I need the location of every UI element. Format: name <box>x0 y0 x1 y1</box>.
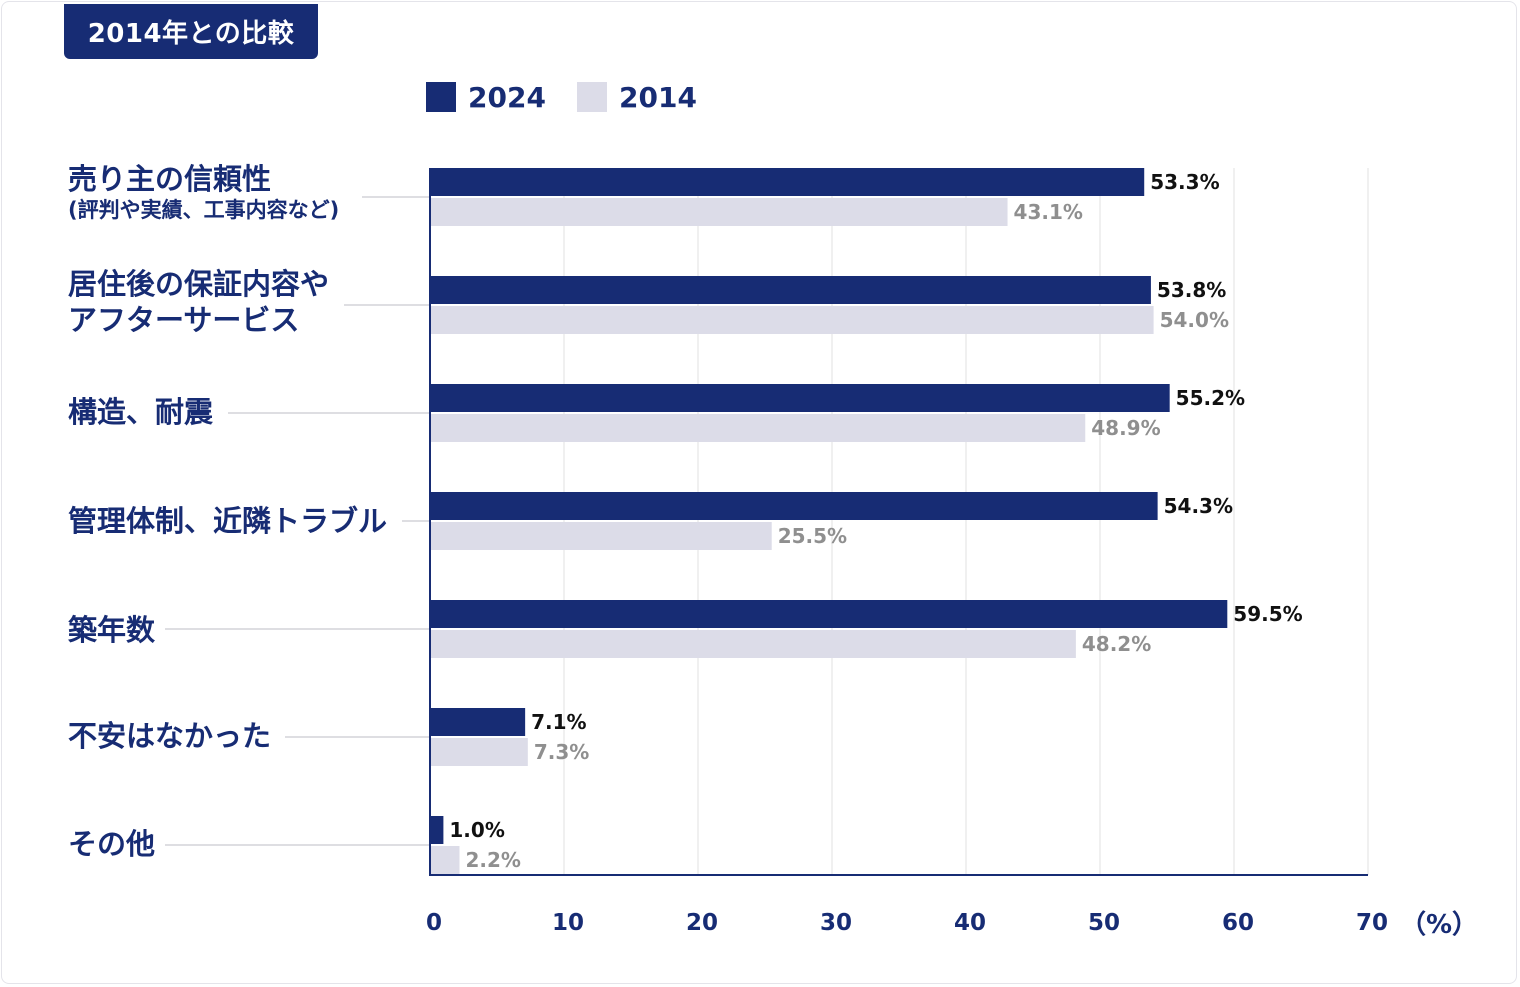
x-tick-label-70: 70 <box>1356 910 1388 936</box>
x-tick-label-50: 50 <box>1088 910 1120 936</box>
category-label-1: 居住後の保証内容や アフターサービス <box>68 267 330 337</box>
bar-2014-4 <box>430 630 1076 658</box>
value-label-2014-4: 48.2% <box>1082 632 1151 656</box>
x-tick-label-20: 20 <box>686 910 718 936</box>
bar-2014-1 <box>430 306 1154 334</box>
chart-title-badge: 2014年との比較 <box>64 4 318 59</box>
legend-label-2014: 2014 <box>619 80 697 114</box>
x-tick-label-40: 40 <box>954 910 986 936</box>
value-label-2024-5: 7.1% <box>531 710 586 734</box>
x-tick-label-0: 0 <box>426 910 442 936</box>
x-tick-label-60: 60 <box>1222 910 1254 936</box>
value-label-2024-2: 55.2% <box>1176 386 1245 410</box>
legend-label-2024: 2024 <box>468 80 546 114</box>
category-label-0: 売り主の信頼性 (評判や実績、工事内容など) <box>68 161 339 223</box>
bar-2014-3 <box>430 522 772 550</box>
legend-item-2024: 2024 <box>426 80 546 114</box>
category-sub-0: (評判や実績、工事内容など) <box>68 198 340 222</box>
bar-2014-6 <box>430 846 460 874</box>
value-label-2014-5: 7.3% <box>534 740 589 764</box>
x-tick-label-30: 30 <box>820 910 852 936</box>
bar-2024-6 <box>430 816 444 844</box>
value-label-2024-4: 59.5% <box>1233 602 1302 626</box>
value-label-2014-6: 2.2% <box>465 848 520 872</box>
value-label-2014-1: 54.0% <box>1160 308 1229 332</box>
bar-2014-2 <box>430 414 1086 442</box>
legend-swatch-2014 <box>577 82 607 112</box>
legend-swatch-2024 <box>426 82 456 112</box>
value-label-2024-6: 1.0% <box>449 818 504 842</box>
bar-2024-2 <box>430 384 1170 412</box>
category-main-0: 売り主の信頼性 <box>68 162 272 196</box>
bar-2024-1 <box>430 276 1151 304</box>
bar-2024-3 <box>430 492 1158 520</box>
value-label-2014-0: 43.1% <box>1014 200 1083 224</box>
value-label-2024-1: 53.8% <box>1157 278 1226 302</box>
bar-2024-4 <box>430 600 1228 628</box>
value-label-2024-3: 54.3% <box>1164 494 1233 518</box>
bar-2024-5 <box>430 708 526 736</box>
category-label-2: 構造、耐震 <box>68 395 214 429</box>
bar-2024-0 <box>430 168 1145 196</box>
x-axis-unit: （%） <box>1400 910 1479 940</box>
category-label-4: 築年数 <box>68 613 156 647</box>
value-label-2014-2: 48.9% <box>1091 416 1160 440</box>
value-label-2014-3: 25.5% <box>778 524 847 548</box>
category-label-3: 管理体制、近隣トラブル <box>68 504 388 538</box>
category-label-6: その他 <box>68 827 156 861</box>
x-tick-label-10: 10 <box>552 910 584 936</box>
bar-2014-5 <box>430 738 528 766</box>
category-label-5: 不安はなかった <box>68 719 272 753</box>
value-label-2024-0: 53.3% <box>1150 170 1219 194</box>
legend-item-2014: 2014 <box>577 80 697 114</box>
bar-2014-0 <box>430 198 1008 226</box>
